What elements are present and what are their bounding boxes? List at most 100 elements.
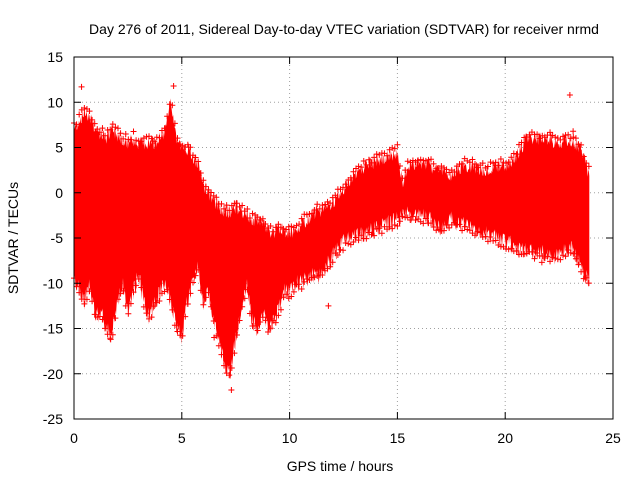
data-point [407, 217, 414, 224]
data-point [283, 226, 290, 233]
data-point [301, 278, 308, 285]
data-point [363, 161, 370, 168]
data-point [314, 201, 321, 208]
data-point [114, 296, 121, 303]
data-point [244, 206, 251, 213]
data-point [138, 284, 145, 291]
data-point [578, 141, 585, 148]
data-point [314, 273, 321, 280]
data-point [143, 133, 150, 140]
data-point [187, 144, 194, 151]
data-point [262, 221, 269, 228]
data-point [151, 138, 158, 145]
data-point [259, 314, 266, 321]
data-point [417, 156, 424, 163]
data-point [311, 274, 318, 281]
data-point [130, 289, 137, 296]
data-point [135, 276, 142, 283]
data-point [557, 256, 564, 263]
data-point [399, 213, 406, 220]
data-point [272, 224, 279, 231]
data-point [552, 255, 559, 262]
data-point [319, 271, 326, 278]
data-point [360, 158, 367, 165]
data-point [169, 102, 176, 109]
data-point [78, 296, 85, 303]
data-point [109, 331, 116, 338]
chart-title: Day 276 of 2011, Sidereal Day-to-day VTE… [89, 21, 599, 37]
data-point [350, 238, 357, 245]
data-point [565, 131, 572, 138]
data-point [257, 319, 264, 326]
data-point [226, 372, 233, 379]
data-point [120, 135, 127, 142]
data-point [368, 159, 375, 166]
data-point [127, 136, 134, 143]
data-point [389, 144, 396, 151]
data-point [435, 226, 442, 233]
data-point [430, 224, 437, 231]
data-point [140, 135, 147, 142]
data-point [265, 328, 272, 335]
data-point [169, 306, 176, 313]
data-point [148, 314, 155, 321]
data-point [192, 272, 199, 279]
data-point [179, 332, 186, 339]
data-point [347, 241, 354, 248]
data-point [127, 300, 134, 307]
y-tick-label: -10 [43, 275, 63, 291]
data-point [466, 159, 473, 166]
data-point [342, 239, 349, 246]
data-point [334, 252, 341, 259]
data-point [461, 223, 468, 230]
data-point [195, 158, 202, 165]
data-point [371, 154, 378, 161]
data-point [156, 134, 163, 141]
data-point [394, 141, 401, 148]
data-point [309, 210, 316, 217]
data-point [262, 317, 269, 324]
data-point [505, 246, 512, 253]
data-point [233, 332, 240, 339]
data-point [526, 131, 533, 138]
data-point [135, 138, 142, 145]
data-point [171, 120, 178, 127]
data-point [83, 296, 90, 303]
data-point [373, 151, 380, 158]
data-point [396, 163, 403, 170]
outlier-point [566, 92, 573, 99]
data-point [497, 156, 504, 163]
data-point [94, 314, 101, 321]
data-point [184, 141, 191, 148]
data-point [508, 245, 515, 252]
data-point [402, 167, 409, 174]
data-point [580, 153, 587, 160]
data-point [396, 218, 403, 225]
data-point [122, 302, 129, 309]
data-point [412, 216, 419, 223]
series-points [71, 82, 592, 394]
data-point [218, 351, 225, 358]
data-point [249, 210, 256, 217]
data-point [275, 312, 282, 319]
data-point [547, 258, 554, 265]
data-point [143, 310, 150, 317]
y-tick-label: 0 [55, 185, 63, 201]
data-point [513, 151, 520, 158]
data-point [567, 249, 574, 256]
data-point [368, 231, 375, 238]
data-point [210, 192, 217, 199]
data-point [415, 157, 422, 164]
data-point [81, 300, 88, 307]
data-point [570, 250, 577, 257]
data-point [544, 132, 551, 139]
data-point [280, 225, 287, 232]
data-point [572, 255, 579, 262]
data-point [99, 316, 106, 323]
data-point [534, 131, 541, 138]
data-point [288, 293, 295, 300]
data-point [236, 317, 243, 324]
data-point [107, 126, 114, 133]
data-point [89, 298, 96, 305]
